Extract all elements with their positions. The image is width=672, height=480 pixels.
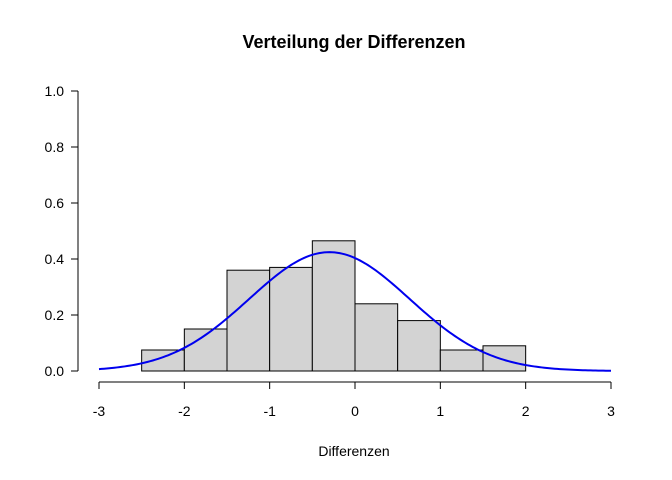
- x-axis-label: Differenzen: [318, 443, 389, 459]
- x-axis: -3 -2 -1 0 1 2 3: [93, 381, 615, 419]
- histogram-bar: [141, 349, 185, 372]
- y-tick-label: 0.0: [45, 363, 65, 379]
- x-tick-label: -3: [93, 403, 106, 419]
- histogram-bar: [269, 266, 313, 372]
- histogram-bars: [141, 240, 527, 372]
- histogram-bar: [439, 349, 484, 372]
- density-curve: [98, 251, 612, 372]
- histogram-bar: [397, 320, 441, 372]
- histogram-bar: [354, 303, 399, 372]
- x-tick-label: 1: [436, 403, 444, 419]
- histogram-bar: [311, 240, 356, 372]
- x-tick-label: -2: [178, 403, 191, 419]
- y-tick-label: 0.2: [45, 307, 65, 323]
- y-axis: 0.0 0.2 0.4 0.6 0.8 1.0: [45, 83, 79, 379]
- histogram-bar: [482, 345, 527, 372]
- y-tick-label: 1.0: [45, 83, 65, 99]
- y-tick-label: 0.6: [45, 195, 65, 211]
- x-tick-label: 3: [607, 403, 615, 419]
- y-tick-label: 0.4: [45, 251, 65, 267]
- x-tick-label: 0: [351, 403, 359, 419]
- y-tick-label: 0.8: [45, 139, 65, 155]
- chart-title: Verteilung der Differenzen: [242, 32, 465, 52]
- x-tick-label: -1: [263, 403, 276, 419]
- x-tick-label: 2: [522, 403, 530, 419]
